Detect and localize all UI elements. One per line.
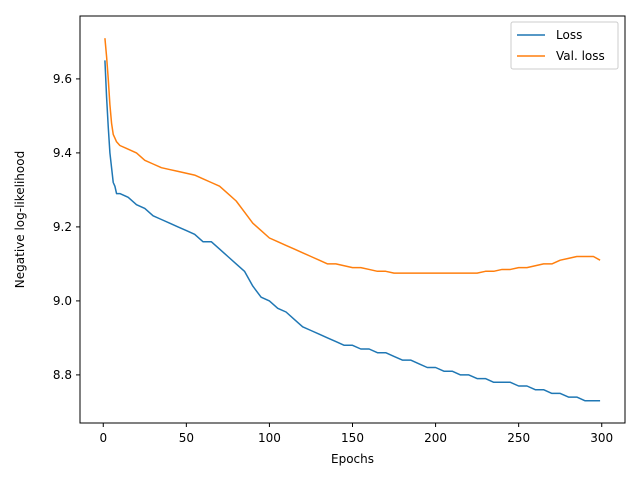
x-tick-label: 250	[507, 431, 530, 445]
y-tick-label: 9.2	[53, 220, 72, 234]
x-tick-label: 100	[258, 431, 281, 445]
x-tick-label: 200	[424, 431, 447, 445]
series-line-loss	[104, 60, 601, 402]
legend-box	[510, 21, 619, 70]
y-tick-label: 8.8	[53, 368, 72, 382]
y-tick-label: 9.4	[53, 146, 72, 160]
y-tick-label: 9.0	[53, 294, 72, 308]
plot-lines	[104, 38, 601, 402]
x-axis-label: Epochs	[331, 452, 374, 466]
legend-label-val-loss: Val. loss	[556, 49, 605, 63]
legend-label-loss: Loss	[556, 28, 582, 42]
x-tick-label: 0	[99, 431, 107, 445]
x-axis-ticks: 0 50 100 150 200 250 300	[99, 423, 613, 445]
y-axis-ticks: 8.8 9.0 9.2 9.4 9.6	[53, 72, 80, 382]
legend: Loss Val. loss	[510, 21, 619, 70]
y-tick-label: 9.6	[53, 72, 72, 86]
x-tick-label: 150	[341, 431, 364, 445]
series-line-val-loss	[104, 38, 601, 274]
x-tick-label: 300	[590, 431, 613, 445]
y-axis-label: Negative log-likelihood	[13, 151, 27, 288]
x-tick-label: 50	[179, 431, 194, 445]
